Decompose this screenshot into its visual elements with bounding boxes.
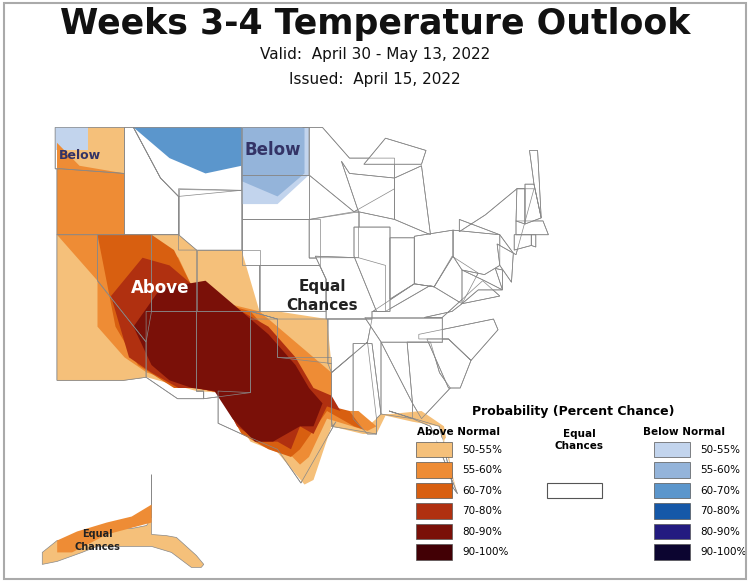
Text: 55-60%: 55-60% bbox=[462, 465, 502, 475]
Polygon shape bbox=[341, 161, 394, 219]
Polygon shape bbox=[354, 227, 390, 311]
Text: Weeks 3-4 Temperature Outlook: Weeks 3-4 Temperature Outlook bbox=[60, 7, 690, 41]
Polygon shape bbox=[394, 166, 430, 235]
Polygon shape bbox=[315, 256, 386, 319]
Text: Below: Below bbox=[244, 141, 302, 159]
Polygon shape bbox=[427, 339, 471, 388]
Polygon shape bbox=[495, 268, 502, 290]
Polygon shape bbox=[242, 175, 309, 219]
Bar bbox=[416, 483, 452, 498]
Text: 70-80%: 70-80% bbox=[462, 506, 502, 516]
Polygon shape bbox=[530, 151, 542, 218]
Polygon shape bbox=[56, 127, 309, 204]
Polygon shape bbox=[134, 127, 242, 173]
Polygon shape bbox=[516, 189, 525, 224]
Polygon shape bbox=[251, 311, 332, 364]
Bar bbox=[655, 483, 690, 498]
Text: 55-60%: 55-60% bbox=[700, 465, 740, 475]
Bar bbox=[655, 442, 690, 457]
Bar bbox=[547, 483, 602, 498]
Bar bbox=[655, 503, 690, 519]
Polygon shape bbox=[462, 270, 503, 304]
Polygon shape bbox=[242, 127, 309, 175]
Bar bbox=[416, 463, 452, 478]
Polygon shape bbox=[309, 212, 358, 258]
Polygon shape bbox=[146, 311, 204, 399]
Bar bbox=[416, 544, 452, 560]
Text: Above: Above bbox=[422, 434, 476, 449]
Polygon shape bbox=[178, 189, 242, 250]
Polygon shape bbox=[332, 342, 376, 434]
Text: 50-55%: 50-55% bbox=[700, 445, 740, 455]
Polygon shape bbox=[364, 138, 426, 164]
Text: 60-70%: 60-70% bbox=[462, 485, 502, 495]
Bar bbox=[416, 503, 452, 519]
Polygon shape bbox=[531, 235, 536, 247]
Polygon shape bbox=[218, 319, 336, 483]
Polygon shape bbox=[152, 235, 196, 311]
Polygon shape bbox=[98, 235, 152, 342]
Text: Equal
Chances: Equal Chances bbox=[555, 429, 604, 451]
Polygon shape bbox=[196, 311, 250, 399]
Polygon shape bbox=[364, 318, 442, 342]
Bar bbox=[416, 524, 452, 539]
Text: Valid:  April 30 - May 13, 2022: Valid: April 30 - May 13, 2022 bbox=[260, 47, 490, 62]
Text: Below: Below bbox=[58, 148, 100, 162]
Polygon shape bbox=[57, 143, 376, 464]
Text: 60-70%: 60-70% bbox=[700, 485, 740, 495]
Polygon shape bbox=[516, 221, 548, 235]
Polygon shape bbox=[80, 173, 363, 457]
Polygon shape bbox=[419, 319, 498, 360]
Polygon shape bbox=[414, 230, 453, 287]
Polygon shape bbox=[196, 250, 260, 311]
Text: Equal
Chances: Equal Chances bbox=[286, 279, 358, 313]
Polygon shape bbox=[57, 235, 146, 381]
Polygon shape bbox=[57, 127, 458, 494]
Bar bbox=[416, 442, 452, 457]
Polygon shape bbox=[390, 238, 414, 299]
Polygon shape bbox=[381, 342, 412, 418]
Polygon shape bbox=[453, 230, 500, 275]
Polygon shape bbox=[353, 343, 381, 434]
Polygon shape bbox=[497, 244, 513, 282]
Text: 50-55%: 50-55% bbox=[462, 445, 502, 455]
Polygon shape bbox=[56, 127, 125, 173]
Polygon shape bbox=[56, 127, 88, 151]
Polygon shape bbox=[134, 127, 242, 196]
Polygon shape bbox=[134, 127, 304, 196]
Text: Above: Above bbox=[131, 279, 190, 297]
Text: 80-90%: 80-90% bbox=[700, 527, 740, 537]
Text: Equal
Chances: Equal Chances bbox=[74, 529, 120, 552]
Bar bbox=[655, 524, 690, 539]
Text: Above Normal: Above Normal bbox=[417, 427, 500, 437]
Polygon shape bbox=[124, 127, 178, 235]
Text: Above: Above bbox=[76, 504, 118, 517]
Polygon shape bbox=[134, 281, 322, 442]
Text: 90-100%: 90-100% bbox=[462, 547, 509, 557]
Polygon shape bbox=[42, 475, 204, 567]
Polygon shape bbox=[111, 258, 340, 449]
Text: Probability (Percent Chance): Probability (Percent Chance) bbox=[472, 404, 674, 418]
Polygon shape bbox=[389, 411, 458, 494]
Polygon shape bbox=[373, 284, 434, 311]
Polygon shape bbox=[57, 169, 125, 235]
Text: 80-90%: 80-90% bbox=[462, 527, 502, 537]
Polygon shape bbox=[260, 265, 326, 311]
Polygon shape bbox=[424, 281, 500, 318]
Polygon shape bbox=[459, 189, 534, 255]
Polygon shape bbox=[514, 235, 531, 250]
Polygon shape bbox=[328, 319, 372, 372]
Polygon shape bbox=[303, 127, 394, 212]
Text: Issued:  April 15, 2022: Issued: April 15, 2022 bbox=[290, 72, 460, 87]
Polygon shape bbox=[57, 475, 152, 552]
Bar bbox=[655, 544, 690, 560]
Text: 90-100%: 90-100% bbox=[700, 547, 746, 557]
Polygon shape bbox=[242, 219, 320, 265]
Text: Below Normal: Below Normal bbox=[643, 427, 724, 437]
Bar bbox=[655, 463, 690, 478]
Polygon shape bbox=[434, 256, 478, 304]
Polygon shape bbox=[525, 184, 542, 224]
Text: 70-80%: 70-80% bbox=[700, 506, 740, 516]
Polygon shape bbox=[407, 342, 450, 418]
